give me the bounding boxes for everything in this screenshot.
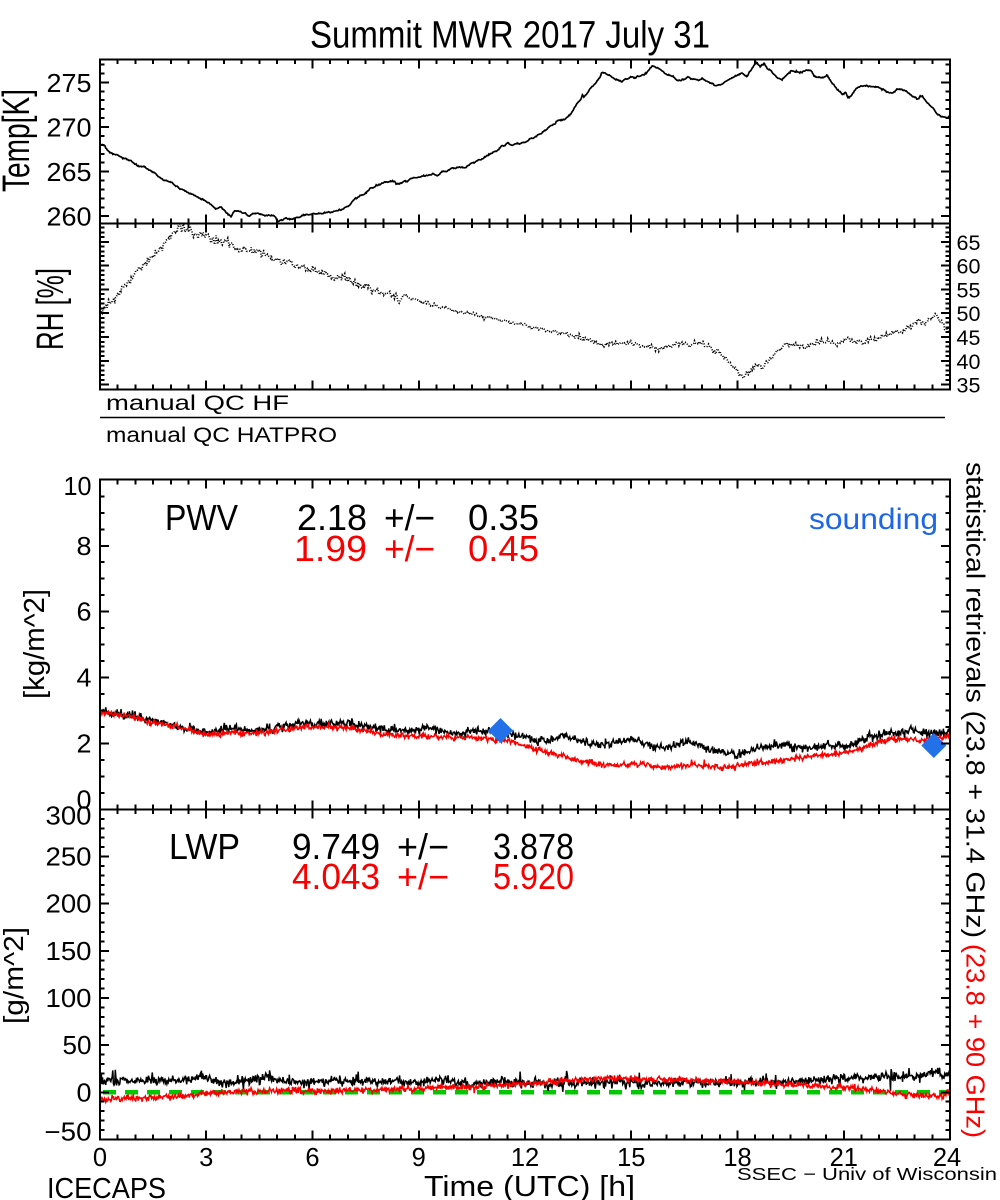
svg-text:9.749: 9.749 xyxy=(292,826,380,867)
svg-text:manual QC HATPRO: manual QC HATPRO xyxy=(106,422,337,446)
svg-text:5.920: 5.920 xyxy=(493,856,574,897)
svg-text:0.45: 0.45 xyxy=(468,528,539,569)
svg-text:4: 4 xyxy=(77,665,92,693)
svg-text:8: 8 xyxy=(77,533,92,561)
svg-text:statistical retrievals (23.8 +: statistical retrievals (23.8 + 31.4 GHz) xyxy=(961,462,991,938)
svg-text:RH [%]: RH [%] xyxy=(28,268,71,350)
svg-text:60: 60 xyxy=(957,255,981,279)
svg-text:SSEC − Univ of Wisconsin: SSEC − Univ of Wisconsin xyxy=(737,1164,997,1184)
svg-text:+/−: +/− xyxy=(384,528,435,569)
svg-text:270: 270 xyxy=(47,115,92,143)
svg-text:9: 9 xyxy=(412,1144,426,1172)
svg-text:+/−: +/− xyxy=(384,497,435,538)
svg-text:275: 275 xyxy=(47,70,92,98)
svg-text:2: 2 xyxy=(77,730,92,758)
svg-text:+/−: +/− xyxy=(397,856,449,897)
svg-text:12: 12 xyxy=(511,1144,539,1172)
svg-text:PWV: PWV xyxy=(165,497,238,538)
svg-text:Time (UTC) [h]: Time (UTC) [h] xyxy=(424,1170,635,1200)
svg-text:6: 6 xyxy=(305,1144,319,1172)
svg-text:2.18: 2.18 xyxy=(297,497,367,538)
svg-text:Summit MWR 2017 July 31: Summit MWR 2017 July 31 xyxy=(310,13,710,56)
svg-text:265: 265 xyxy=(47,159,92,187)
svg-text:40: 40 xyxy=(957,350,981,374)
svg-text:15: 15 xyxy=(617,1144,645,1172)
svg-text:(23.8 + 90 GHz): (23.8 + 90 GHz) xyxy=(961,944,991,1138)
svg-text:ICECAPS: ICECAPS xyxy=(47,1172,166,1200)
svg-text:sounding: sounding xyxy=(809,503,938,536)
svg-text:0.35: 0.35 xyxy=(468,497,539,538)
svg-text:300: 300 xyxy=(46,803,92,831)
svg-text:0: 0 xyxy=(77,787,92,815)
svg-text:+/−: +/− xyxy=(397,826,449,867)
svg-text:24: 24 xyxy=(933,1144,961,1172)
svg-text:100: 100 xyxy=(46,985,92,1013)
svg-text:150: 150 xyxy=(46,938,92,966)
svg-text:[g/m^2]: [g/m^2] xyxy=(0,927,29,1024)
svg-text:200: 200 xyxy=(46,891,92,919)
svg-text:18: 18 xyxy=(723,1144,751,1172)
svg-text:−50: −50 xyxy=(45,1119,92,1147)
svg-text:10: 10 xyxy=(64,473,92,501)
svg-text:65: 65 xyxy=(957,231,981,255)
svg-text:0: 0 xyxy=(77,1079,92,1107)
svg-text:45: 45 xyxy=(957,326,981,350)
svg-text:manual QC HF: manual QC HF xyxy=(106,390,289,414)
svg-text:Temp[K]: Temp[K] xyxy=(0,89,37,192)
svg-text:250: 250 xyxy=(46,844,92,872)
svg-text:50: 50 xyxy=(63,1032,92,1060)
svg-text:4.043: 4.043 xyxy=(292,856,380,897)
svg-text:50: 50 xyxy=(957,302,981,326)
svg-text:LWP: LWP xyxy=(169,826,240,867)
svg-text:[kg/m^2]: [kg/m^2] xyxy=(19,589,51,699)
svg-text:21: 21 xyxy=(830,1144,858,1172)
svg-text:3.878: 3.878 xyxy=(493,826,574,867)
svg-text:55: 55 xyxy=(957,278,981,302)
svg-text:6: 6 xyxy=(77,599,92,627)
svg-text:1.99: 1.99 xyxy=(294,528,367,569)
svg-text:3: 3 xyxy=(199,1144,213,1172)
svg-text:35: 35 xyxy=(957,374,981,398)
svg-text:260: 260 xyxy=(47,204,92,232)
svg-text:0: 0 xyxy=(93,1144,107,1172)
